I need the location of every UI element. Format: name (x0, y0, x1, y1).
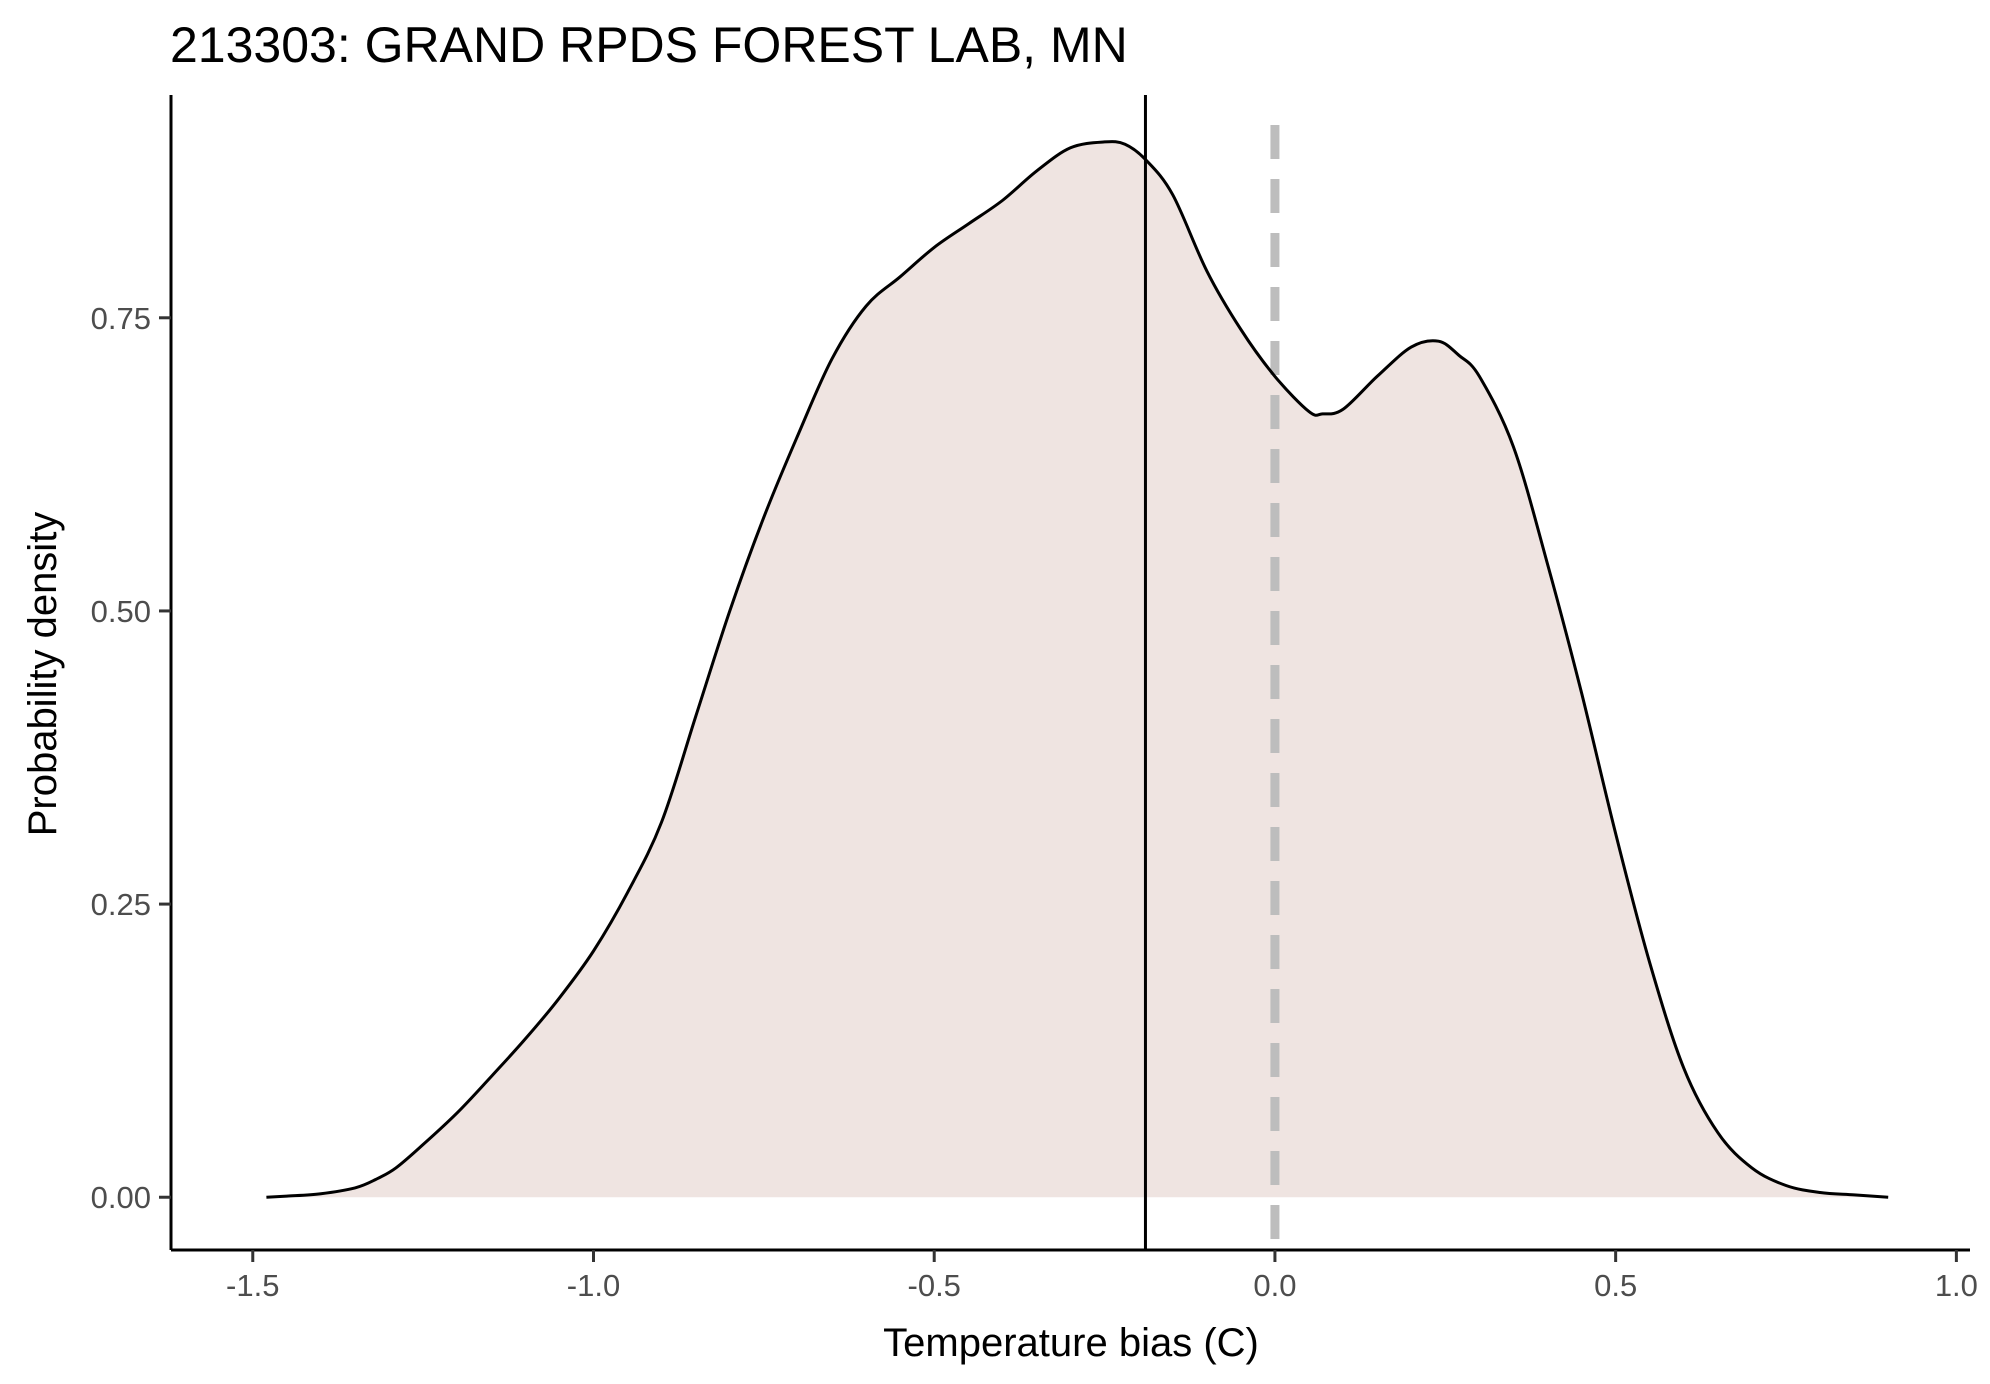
chart-title: 213303: GRAND RPDS FOREST LAB, MN (170, 17, 1128, 73)
x-tick-label: 0.0 (1253, 1268, 1296, 1303)
density-area (266, 141, 1889, 1198)
x-axis-title: Temperature bias (C) (883, 1321, 1259, 1365)
x-tick-label: -0.5 (908, 1268, 961, 1303)
x-tick-label: 0.5 (1594, 1268, 1637, 1303)
y-tick-label: 0.75 (91, 301, 151, 336)
x-tick-label: -1.5 (226, 1268, 279, 1303)
y-tick-label: 0.50 (91, 594, 151, 629)
density-line (266, 140, 1889, 1199)
x-tick-label: 1.0 (1935, 1268, 1978, 1303)
y-tick-label: 0.00 (91, 1180, 151, 1215)
axes: -1.5 -1.0 -0.5 0.0 0.5 1.0 0.00 0.25 0.50 0.75 (91, 95, 1978, 1303)
plot-area (266, 95, 1889, 1250)
x-tick-label: -1.0 (567, 1268, 620, 1303)
y-tick-label: 0.25 (91, 887, 151, 922)
y-axis-title: Probability density (21, 512, 65, 837)
